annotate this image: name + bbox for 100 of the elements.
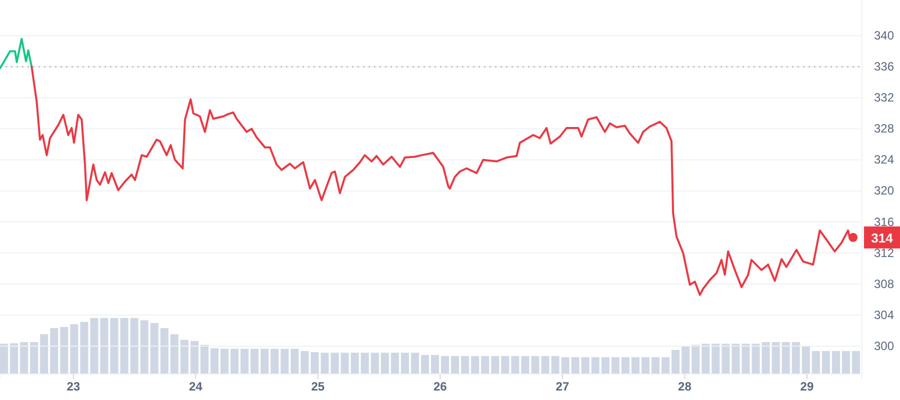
line-series: [0, 38, 33, 70]
bar: [140, 320, 148, 374]
bar: [662, 357, 670, 374]
bar: [280, 348, 289, 374]
bar: [591, 357, 600, 374]
bar: [822, 351, 830, 374]
bar: [270, 348, 279, 374]
x-tick-label: 24: [188, 380, 203, 394]
bar: [390, 352, 399, 374]
bar: [30, 342, 38, 374]
bar: [712, 344, 720, 374]
y-tick-label: 312: [874, 246, 894, 260]
bar: [601, 357, 610, 374]
bar: [170, 334, 178, 374]
bar: [672, 350, 680, 374]
bar: [652, 357, 660, 374]
bar: [732, 344, 740, 374]
bar: [380, 352, 389, 374]
bar: [400, 352, 409, 374]
bar: [611, 357, 620, 374]
bar: [481, 356, 490, 374]
x-tick-label: 28: [678, 380, 692, 394]
bar: [491, 356, 500, 374]
x-tick-label: 23: [66, 380, 80, 394]
bar: [210, 348, 219, 374]
bar: [541, 356, 550, 374]
bar: [90, 318, 98, 374]
x-tick-label: 25: [311, 380, 325, 394]
bar: [370, 352, 379, 374]
bar: [360, 352, 369, 374]
y-tick-label: 340: [874, 28, 894, 43]
bar: [782, 342, 790, 374]
bar: [150, 323, 158, 374]
bar: [230, 348, 239, 374]
bar: [461, 356, 470, 374]
bar: [581, 357, 590, 374]
bar: [120, 318, 128, 374]
bar: [571, 357, 580, 374]
bar: [40, 334, 48, 374]
bar: [441, 356, 450, 374]
bar: [80, 322, 88, 374]
bar: [531, 356, 540, 374]
y-tick-label: 316: [874, 214, 894, 229]
y-tick-label: 300: [874, 338, 894, 353]
bar: [290, 348, 299, 374]
y-tick-label: 324: [874, 152, 894, 167]
bar: [200, 344, 208, 374]
bar: [772, 342, 780, 374]
y-tick-label: 308: [874, 276, 894, 291]
bar: [100, 318, 108, 374]
y-tick-label: 304: [874, 308, 894, 322]
bar: [792, 342, 800, 374]
bar: [471, 356, 480, 374]
bar: [451, 356, 460, 374]
bar: [320, 352, 329, 374]
bar: [250, 348, 259, 374]
y-tick-label: 320: [874, 184, 894, 198]
bar: [621, 357, 630, 374]
y-tick-label: 332: [874, 90, 894, 105]
bar: [692, 344, 700, 374]
bar: [220, 348, 229, 374]
bar: [501, 356, 510, 374]
bar: [511, 356, 520, 374]
bar: [180, 340, 188, 374]
bar: [10, 343, 18, 374]
bar: [641, 357, 650, 374]
y-tick-label: 336: [874, 60, 894, 74]
y-tick-label: 328: [874, 122, 894, 136]
bar: [631, 357, 640, 374]
bar: [260, 348, 269, 374]
x-tick-label: 26: [433, 380, 448, 394]
bar: [160, 328, 168, 374]
bar: [60, 326, 68, 374]
bar: [20, 342, 28, 374]
bar: [420, 354, 429, 374]
bar: [50, 328, 58, 374]
x-tick-label: 27: [556, 380, 570, 394]
bar: [521, 356, 530, 374]
annotation: 314: [871, 230, 894, 246]
bar: [300, 351, 309, 374]
bar: [240, 348, 249, 374]
x-tick-label: 29: [800, 380, 814, 394]
bar: [410, 352, 419, 374]
bar: [742, 344, 750, 374]
bar: [130, 318, 138, 374]
bar: [752, 344, 760, 374]
bar: [0, 344, 8, 374]
bar: [722, 344, 730, 374]
bar: [330, 352, 339, 374]
bar: [832, 351, 840, 374]
bar: [350, 352, 359, 374]
bar: [110, 318, 118, 374]
bar: [431, 354, 440, 374]
bar: [842, 351, 850, 374]
bar: [702, 344, 710, 374]
bar: [852, 351, 860, 374]
bar: [812, 351, 820, 374]
bar: [340, 352, 349, 374]
bar: [762, 342, 770, 374]
bar: [551, 356, 560, 374]
